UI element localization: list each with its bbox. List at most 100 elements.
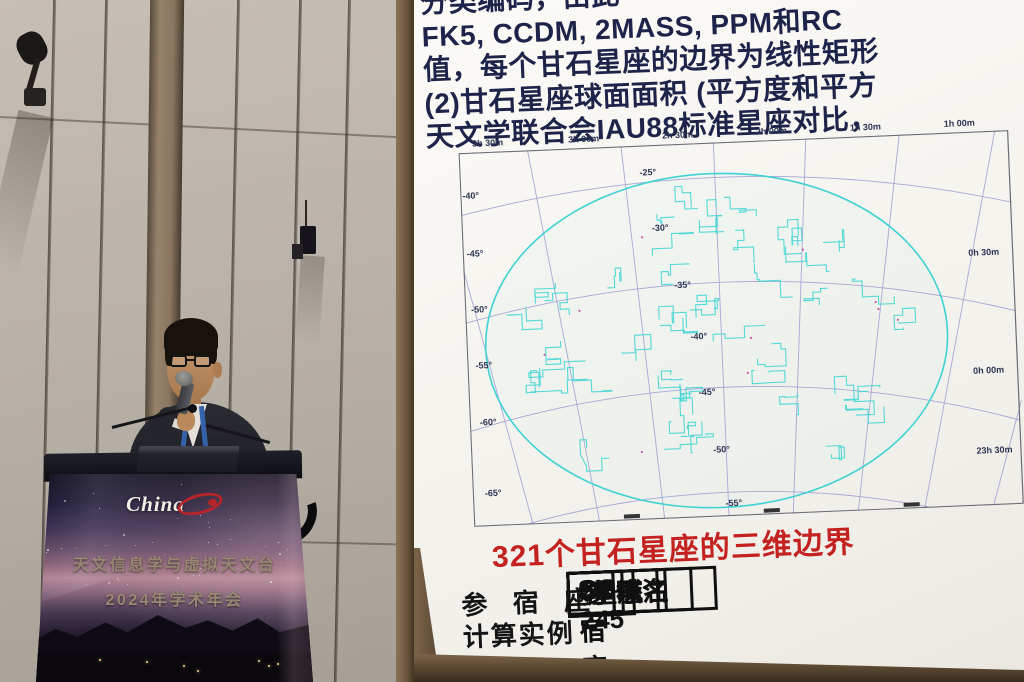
- city-light-dot: [98, 659, 101, 662]
- sky-map: 3h 30m 3h 00m 2h 30m 2h 00m 1h 30m 1h 00m 0h 3…: [458, 118, 1024, 527]
- wall-spotlight: [0, 27, 64, 313]
- star-dot: [105, 545, 107, 547]
- star-dot: [74, 548, 76, 550]
- star-dot: [98, 508, 100, 510]
- sky-map-plot: [458, 130, 1024, 527]
- map-axis-label: 1h 30m: [849, 121, 882, 133]
- chinavo-logo: China: [36, 488, 313, 519]
- spotlight-head: [12, 27, 52, 69]
- star-dot: [200, 514, 202, 516]
- star-dot: [182, 585, 184, 587]
- star-dot: [116, 578, 118, 580]
- map-axis-label: -55°: [475, 359, 493, 371]
- star-dot: [141, 556, 143, 558]
- podium-banner: China 天文信息学与虚拟天文台 2024年学术年会: [36, 474, 313, 682]
- presenter-glasses: [170, 355, 212, 367]
- map-axis-label: -25°: [639, 166, 657, 178]
- star-dot: [47, 548, 50, 551]
- map-axis-label: -40°: [690, 330, 708, 342]
- map-axis-label: 0h 30m: [967, 246, 1000, 258]
- star-dot: [45, 552, 47, 554]
- city-light-dot: [257, 659, 260, 662]
- map-axis-label: 3h 00m: [567, 133, 600, 145]
- city-light-dot: [276, 663, 279, 666]
- map-axis-label: 23h 30m: [976, 444, 1013, 456]
- star-dot: [269, 581, 272, 584]
- banner-subtitle: 2024年学术年会: [105, 592, 244, 610]
- star-dot: [134, 544, 136, 546]
- star-dot: [177, 517, 179, 519]
- star-dot: [287, 549, 288, 551]
- cable: [305, 200, 307, 228]
- table-cell: SX: [566, 569, 625, 618]
- presenter-ear: [213, 362, 222, 378]
- star-dot: [61, 547, 63, 549]
- city-light-dot: [267, 665, 270, 668]
- star-dot: [151, 541, 153, 543]
- slide-text-block: 分类编码，由此 FK5, CCDM, 2MASS, PPM和RC 值，每个甘石星…: [420, 0, 883, 154]
- sky-map-labels: 3h 30m 3h 00m 2h 30m 2h 00m 1h 30m 1h 00m 0h 3…: [459, 118, 1024, 527]
- star-dot: [208, 541, 210, 543]
- map-axis-label: -35°: [674, 279, 692, 291]
- star-dot: [122, 533, 125, 536]
- star-dot: [176, 577, 179, 580]
- glasses-bridge: [186, 359, 195, 361]
- map-axis-label: -65°: [484, 487, 502, 499]
- star-dot: [207, 522, 209, 524]
- star-dot: [279, 561, 281, 563]
- star-dot: [199, 575, 201, 577]
- star-dot: [163, 553, 165, 555]
- star-dot: [66, 576, 68, 578]
- star-dot: [93, 492, 95, 494]
- city-light-dot: [197, 670, 200, 673]
- glasses-lens: [194, 355, 211, 367]
- map-axis-label: -50°: [470, 304, 488, 315]
- star-dot: [118, 580, 120, 582]
- cable-box-small: [292, 244, 303, 259]
- map-axis-label: 2h 30m: [661, 129, 694, 141]
- chinavo-logo-text: China: [126, 491, 185, 516]
- star-dot: [229, 539, 231, 541]
- map-axis-label: -30°: [651, 222, 669, 234]
- star-dot: [265, 546, 267, 548]
- star-dot: [193, 575, 195, 577]
- map-axis-label: -45°: [466, 248, 484, 259]
- map-axis-label: 0h 00m: [972, 364, 1005, 376]
- city-light-dot: [182, 664, 185, 667]
- presenter-hand: [177, 410, 195, 431]
- map-axis-label: 3h 30m: [471, 137, 504, 149]
- star-dot: [230, 519, 232, 521]
- gooseneck-mic-head: [188, 404, 197, 413]
- map-axis-label: 2h 00m: [755, 125, 788, 137]
- spotlight-shadow: [0, 109, 54, 313]
- star-dot: [63, 499, 66, 502]
- map-axis-label: -55°: [725, 497, 743, 509]
- wall-horizontal-seam: [0, 116, 400, 139]
- wall-seam: [333, 0, 352, 682]
- map-axis-label: -60°: [479, 416, 497, 428]
- map-axis-label: -50°: [713, 444, 731, 455]
- star-dot: [180, 484, 182, 486]
- star-dot: [278, 553, 281, 556]
- banner-starfield: [36, 474, 313, 682]
- star-dot: [86, 583, 88, 585]
- star-dot: [217, 544, 219, 546]
- glasses-lens: [170, 355, 187, 367]
- banner-bottom-band: [36, 652, 313, 682]
- spotlight-base: [24, 88, 46, 106]
- city-light-dot: [145, 660, 148, 663]
- star-dot: [108, 582, 111, 585]
- wall-screen-trim: [396, 0, 414, 682]
- map-axis-label: 1h 00m: [943, 117, 975, 129]
- map-axis-label: -40°: [462, 190, 480, 202]
- projection-screen: 分类编码，由此 FK5, CCDM, 2MASS, PPM和RC 值，每个甘石星…: [414, 0, 1024, 682]
- wall-cable-box: [292, 200, 326, 350]
- slide: 分类编码，由此 FK5, CCDM, 2MASS, PPM和RC 值，每个甘石星…: [414, 0, 1024, 682]
- star-dot: [200, 568, 202, 570]
- cable-box: [300, 226, 316, 254]
- presenter-hair: [164, 318, 218, 366]
- banner-title: 天文信息学与虚拟天文台: [72, 556, 277, 574]
- laptop: [136, 446, 240, 472]
- star-dot: [277, 541, 279, 543]
